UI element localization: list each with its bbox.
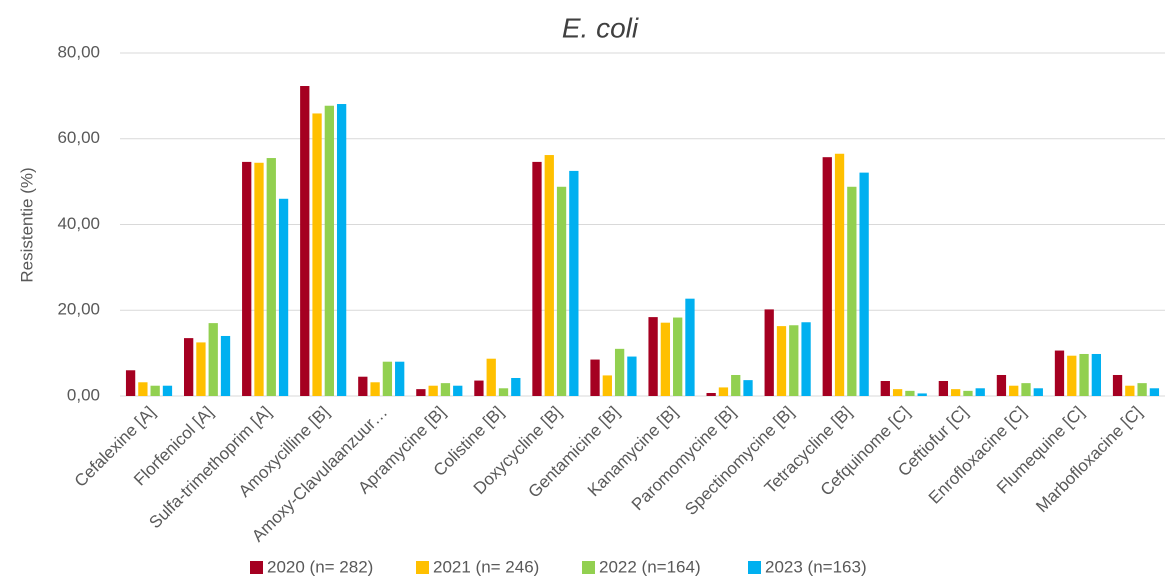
bar (220, 335, 231, 396)
bar (614, 348, 625, 396)
bar (569, 170, 579, 396)
x-tick-label: Enrofloxacine [C] (925, 403, 1030, 508)
bar (963, 390, 973, 396)
legend-swatch (582, 561, 595, 574)
bar (718, 387, 729, 396)
bar (532, 161, 542, 396)
bar (498, 388, 509, 396)
bar (254, 162, 264, 396)
bar (743, 380, 753, 396)
legend-label: 2023 (n=163) (765, 557, 867, 576)
bar (660, 322, 671, 396)
bar (1079, 353, 1089, 396)
bar (242, 161, 252, 396)
bar (336, 104, 347, 397)
bar (300, 86, 310, 397)
bar (789, 325, 799, 396)
bar (150, 385, 160, 396)
bar (938, 380, 949, 396)
bar (440, 383, 451, 396)
chart-title: E. coli (562, 12, 639, 43)
bar (266, 158, 276, 396)
bar (834, 153, 845, 396)
y-tick-label: 0,00 (67, 385, 100, 404)
bar (764, 309, 774, 396)
bar (1149, 388, 1160, 396)
bar (358, 376, 368, 396)
bar (590, 359, 600, 396)
bar (996, 374, 1007, 396)
bar (312, 113, 322, 397)
bar (801, 322, 811, 396)
bar (453, 385, 463, 396)
legend-swatch (250, 561, 263, 574)
y-tick-label: 60,00 (57, 128, 100, 147)
bar (1091, 353, 1101, 396)
bar (975, 388, 985, 396)
bar (1125, 385, 1135, 396)
bar (511, 377, 521, 396)
legend-label: 2022 (n=164) (599, 557, 701, 576)
x-tick-label: Spectinomycine [B] (681, 403, 797, 519)
bar (1112, 374, 1123, 396)
bar (951, 389, 961, 396)
bar (673, 317, 683, 396)
bar (905, 390, 915, 396)
bar (1021, 383, 1031, 396)
y-axis-label: Resistentie (%) (17, 167, 36, 282)
bar (1033, 388, 1043, 396)
bar (486, 358, 496, 396)
bar (1054, 350, 1065, 396)
legend-label: 2020 (n= 282) (267, 557, 373, 576)
bar (822, 157, 832, 396)
bar (627, 356, 637, 396)
bar (706, 392, 716, 396)
bar (1137, 383, 1147, 396)
legend-swatch (748, 561, 761, 574)
bar (125, 370, 136, 396)
bar (602, 375, 612, 396)
bar (880, 380, 890, 396)
y-tick-label: 80,00 (57, 42, 100, 61)
bar (416, 389, 426, 396)
bar (474, 380, 484, 396)
bar (892, 389, 903, 396)
bar (278, 198, 289, 396)
bar (556, 186, 567, 396)
bar (544, 155, 554, 396)
bar (138, 382, 148, 396)
bar (184, 338, 194, 396)
bar (208, 323, 218, 396)
bar (196, 342, 206, 396)
bar (917, 393, 927, 396)
y-tick-label: 40,00 (57, 214, 100, 233)
bar (731, 374, 741, 396)
bar (162, 385, 173, 396)
bar (395, 361, 405, 396)
bar (847, 186, 857, 396)
x-tick-label: Paromomycine [B] (628, 403, 740, 515)
bar (776, 326, 787, 396)
bar (370, 382, 380, 396)
legend-swatch (416, 561, 429, 574)
bar (685, 298, 695, 396)
y-tick-label: 20,00 (57, 300, 100, 319)
bar (324, 105, 334, 396)
bar (648, 317, 658, 396)
bar (859, 172, 869, 396)
bar (1009, 385, 1019, 396)
legend-label: 2021 (n= 246) (433, 557, 539, 576)
bar (428, 385, 438, 396)
bar (382, 361, 393, 396)
bar (1067, 355, 1077, 396)
x-tick-label: Marbofloxacine [C] (1032, 403, 1146, 517)
